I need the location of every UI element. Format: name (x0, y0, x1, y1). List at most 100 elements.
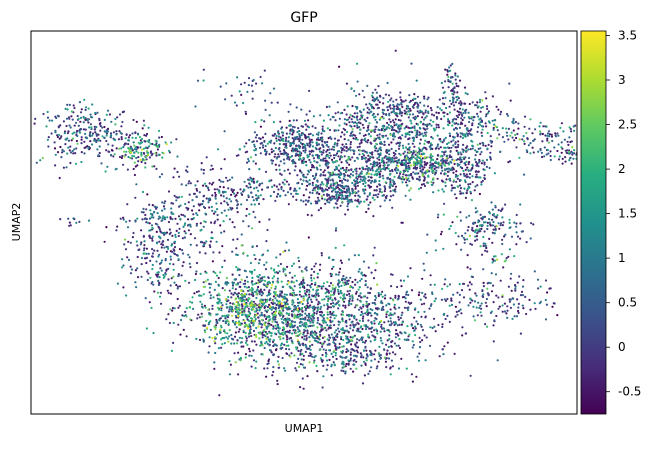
scatter-point (406, 170, 409, 173)
scatter-point (136, 267, 139, 270)
scatter-point (492, 126, 495, 130)
scatter-point (504, 203, 507, 206)
scatter-point (307, 325, 310, 328)
scatter-point (201, 202, 204, 206)
scatter-point (257, 262, 260, 265)
scatter-point (439, 172, 443, 175)
scatter-point (358, 167, 361, 170)
scatter-point (336, 199, 339, 202)
scatter-point (96, 111, 99, 114)
scatter-point (68, 124, 71, 127)
scatter-point (367, 291, 370, 294)
scatter-point (329, 154, 332, 157)
scatter-point (82, 128, 86, 131)
scatter-point (343, 108, 346, 111)
scatter-point (360, 155, 364, 159)
scatter-point (401, 134, 404, 137)
scatter-point (446, 154, 449, 157)
scatter-point (418, 150, 421, 153)
scatter-point (307, 133, 311, 136)
scatter-point (202, 225, 205, 228)
scatter-point (290, 339, 293, 342)
scatter-point (374, 88, 377, 91)
scatter-point (275, 157, 278, 160)
scatter-point (385, 343, 388, 346)
scatter-point (330, 313, 333, 316)
scatter-point (105, 130, 108, 134)
scatter-point (315, 192, 318, 195)
scatter-point (476, 101, 479, 104)
scatter-point (345, 337, 348, 340)
scatter-point (215, 333, 219, 336)
scatter-point (165, 269, 168, 272)
scatter-point (234, 288, 237, 291)
scatter-point (107, 143, 110, 146)
scatter-point (172, 341, 175, 344)
scatter-point (172, 252, 175, 255)
scatter-point (420, 325, 423, 328)
scatter-point (368, 159, 371, 162)
scatter-point (480, 131, 483, 134)
scatter-point (408, 180, 411, 183)
scatter-point (274, 163, 277, 166)
scatter-point (204, 252, 207, 255)
scatter-point (394, 307, 397, 310)
scatter-point (282, 189, 285, 192)
scatter-point (553, 146, 556, 149)
scatter-point (445, 178, 448, 181)
scatter-point (320, 132, 323, 135)
scatter-point (223, 259, 226, 262)
scatter-point (462, 296, 466, 299)
scatter-point (336, 183, 340, 187)
scatter-point (396, 285, 399, 289)
scatter-point (77, 124, 80, 127)
scatter-point (366, 116, 369, 119)
scatter-point (358, 180, 361, 184)
scatter-point (236, 204, 239, 207)
scatter-point (367, 175, 370, 178)
scatter-point (367, 139, 370, 142)
scatter-point (3, 114, 5, 116)
scatter-point (521, 294, 525, 297)
scatter-point (305, 314, 308, 317)
scatter-point (136, 244, 139, 247)
scatter-point (314, 354, 317, 358)
scatter-point (282, 270, 285, 273)
scatter-point (291, 129, 294, 132)
scatter-point (254, 216, 257, 219)
scatter-point (436, 177, 439, 180)
scatter-point (479, 142, 482, 145)
scatter-point (418, 346, 422, 349)
scatter-point (335, 273, 338, 276)
scatter-point (410, 62, 413, 65)
scatter-point (47, 145, 50, 148)
scatter-point (507, 255, 510, 258)
scatter-point (475, 170, 478, 173)
scatter-point (195, 187, 198, 191)
scatter-point (161, 243, 165, 247)
scatter-point (476, 238, 479, 241)
scatter-point (389, 120, 392, 123)
scatter-point (419, 340, 422, 344)
scatter-point (544, 298, 547, 302)
scatter-point (88, 126, 91, 129)
scatter-point (364, 274, 367, 277)
scatter-point (293, 321, 297, 324)
scatter-point (437, 323, 440, 327)
scatter-point (496, 129, 499, 132)
scatter-point (318, 199, 321, 202)
scatter-point (445, 106, 448, 110)
scatter-point (444, 150, 447, 153)
scatter-point (462, 236, 465, 239)
scatter-point (261, 276, 264, 279)
scatter-point (410, 373, 413, 376)
scatter-point (435, 126, 438, 129)
scatter-point (499, 279, 502, 282)
scatter-point (332, 173, 335, 176)
scatter-point (213, 288, 216, 291)
scatter-point (413, 316, 416, 319)
scatter-point (350, 302, 353, 306)
scatter-point (390, 125, 393, 128)
scatter-point (223, 209, 226, 212)
scatter-point (361, 317, 364, 320)
